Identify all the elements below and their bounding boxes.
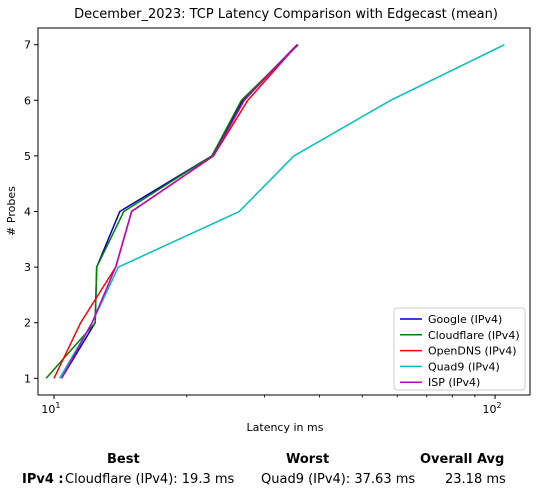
ipv4-row-label: IPv4 : xyxy=(22,472,64,487)
y-tick-label: 2 xyxy=(24,317,31,330)
x-tick-label: 102 xyxy=(483,401,502,416)
chart-title: December_2023: TCP Latency Comparison wi… xyxy=(74,7,498,22)
legend-label: OpenDNS (IPv4) xyxy=(428,345,517,358)
latency-chart: December_2023: TCP Latency Comparison wi… xyxy=(5,7,531,434)
worst-header: Worst xyxy=(286,452,330,467)
best-value: Cloudflare (IPv4): 19.3 ms xyxy=(65,472,235,487)
series-line xyxy=(60,44,298,379)
avg-header: Overall Avg xyxy=(420,452,505,467)
y-tick-label: 3 xyxy=(24,261,31,274)
x-axis-ticks: 101 102 xyxy=(41,395,502,416)
y-axis-ticks: 1 2 3 4 5 6 7 xyxy=(24,39,38,385)
y-tick-label: 7 xyxy=(24,39,31,52)
legend-label: Google (IPv4) xyxy=(428,313,502,326)
y-tick-label: 4 xyxy=(24,206,31,219)
y-tick-label: 5 xyxy=(24,150,31,163)
best-header: Best xyxy=(107,452,140,467)
legend-label: Cloudflare (IPv4) xyxy=(428,329,520,342)
x-axis-label: Latency in ms xyxy=(247,421,324,434)
legend-label: Quad9 (IPv4) xyxy=(428,360,500,373)
legend-box xyxy=(393,307,526,391)
y-tick-label: 1 xyxy=(24,372,31,385)
legend-label: ISP (IPv4) xyxy=(428,376,480,389)
legend: Google (IPv4) Cloudflare (IPv4) OpenDNS (I… xyxy=(393,307,526,391)
worst-value: Quad9 (IPv4): 37.63 ms xyxy=(261,472,416,487)
avg-value: 23.18 ms xyxy=(445,472,506,487)
y-tick-label: 6 xyxy=(24,94,31,107)
series-line xyxy=(45,44,299,379)
series-line xyxy=(60,44,298,379)
series-layer xyxy=(45,44,505,379)
x-tick-label: 101 xyxy=(41,401,60,416)
y-axis-label: # Probes xyxy=(5,186,18,236)
